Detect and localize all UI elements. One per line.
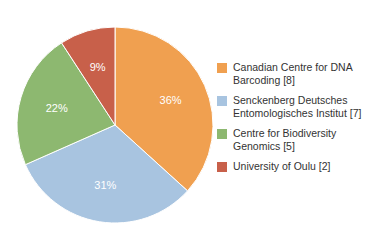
html-text:Genomics [5]: Genomics [5] xyxy=(233,139,295,152)
html-text:Canadian Centre for DNA: Canadian Centre for DNA xyxy=(233,60,353,73)
html-text:University of Oulu [2]: University of Oulu [2] xyxy=(233,159,331,172)
html-text:Barcoding [8]: Barcoding [8] xyxy=(233,73,295,86)
svg-text:36%: 36% xyxy=(160,94,182,106)
html-text:Entomologisches Institut [7]: Entomologisches Institut [7] xyxy=(233,106,362,119)
svg-text:22%: 22% xyxy=(46,102,68,114)
html-text:Centre for Biodiversity: Centre for Biodiversity xyxy=(233,126,337,139)
svg-text:9%: 9% xyxy=(90,61,106,73)
html-text:Senckenberg Deutsches: Senckenberg Deutsches xyxy=(233,93,348,106)
svg-text:31%: 31% xyxy=(94,179,116,191)
